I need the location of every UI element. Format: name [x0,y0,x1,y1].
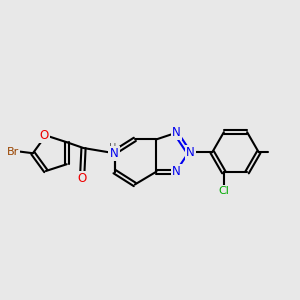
Text: N: N [110,147,119,160]
Text: N: N [186,146,195,159]
Text: H: H [109,143,117,153]
Text: N: N [172,126,181,140]
Text: O: O [40,129,49,142]
Text: Cl: Cl [218,186,229,196]
Text: O: O [78,172,87,184]
Text: Br: Br [7,147,19,157]
Text: N: N [172,165,181,178]
